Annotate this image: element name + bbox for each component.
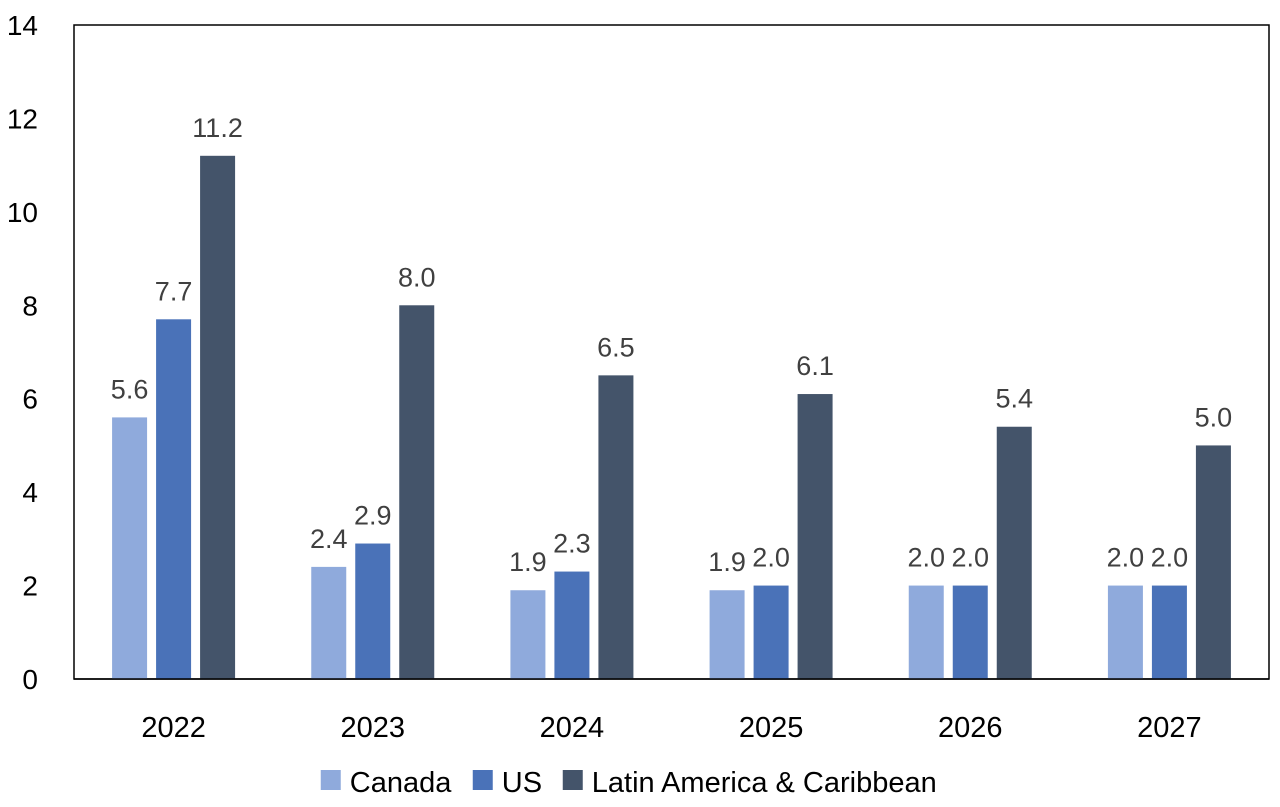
- x-tick-label: 2026: [938, 712, 1003, 744]
- x-axis-ticks: 2022 2023 2024 2025 2026 2027: [141, 712, 1201, 744]
- bar-us-2022: [156, 319, 192, 679]
- bar-latin-america-caribbean-2022: [200, 155, 236, 680]
- y-tick-label: 4: [22, 477, 38, 508]
- bar-us-2026: [952, 585, 988, 679]
- data-label: 5.4: [995, 384, 1033, 414]
- bar-us-2025: [753, 585, 789, 679]
- bar-canada-2024: [510, 590, 546, 679]
- data-label: 2.0: [1107, 543, 1145, 573]
- data-label: 2.4: [310, 524, 348, 554]
- data-labels: 5.67.711.22.42.98.01.92.36.51.9 2.06.12.0…: [111, 113, 1232, 577]
- bar-us-2023: [355, 543, 391, 679]
- x-tick-label: 2027: [1137, 712, 1202, 744]
- data-label: 2.9: [354, 501, 392, 531]
- x-tick-label: 2023: [340, 712, 405, 744]
- data-label: 2.0: [907, 543, 945, 573]
- y-tick-label: 14: [7, 10, 38, 41]
- legend-swatch: [472, 770, 493, 790]
- data-label: 1.9: [509, 547, 547, 577]
- data-label: 2.0: [752, 543, 790, 573]
- y-tick-label: 10: [7, 197, 38, 228]
- y-tick-label: 12: [7, 103, 38, 134]
- data-label: 7.7: [155, 276, 193, 306]
- x-tick-label: 2025: [739, 712, 804, 744]
- data-label: 2.0: [1151, 543, 1189, 573]
- bar-latin-america-caribbean-2025: [797, 394, 833, 679]
- y-tick-label: 2: [22, 571, 38, 602]
- bar-latin-america-caribbean-2027: [1195, 445, 1231, 679]
- bars: [112, 155, 1231, 680]
- legend-label: Canada: [350, 767, 452, 799]
- data-label: 11.2: [192, 113, 243, 143]
- data-label: 6.5: [597, 332, 635, 362]
- bar-canada-2023: [311, 566, 347, 679]
- data-label: 6.1: [796, 351, 834, 381]
- data-label: 2.3: [553, 529, 591, 559]
- bar-latin-america-caribbean-2023: [399, 305, 435, 679]
- legend-label: US: [502, 767, 542, 799]
- legend-label: Latin America & Caribbean: [592, 767, 937, 799]
- y-tick-label: 0: [22, 664, 38, 695]
- y-axis-ticks: 0 2 4 6 8 10 12 14: [7, 10, 38, 695]
- data-label: 1.9: [708, 547, 746, 577]
- data-label: 5.6: [111, 374, 149, 404]
- bar-canada-2025: [709, 590, 745, 679]
- bar-latin-america-caribbean-2024: [598, 375, 634, 679]
- y-tick-label: 6: [22, 384, 38, 415]
- data-label: 2.0: [951, 543, 989, 573]
- bar-canada-2027: [1107, 585, 1143, 679]
- legend: Canada US Latin America & Caribbean: [320, 767, 937, 799]
- legend-swatch: [320, 770, 341, 790]
- bar-canada-2022: [112, 417, 148, 679]
- y-tick-label: 8: [22, 290, 38, 321]
- x-tick-label: 2022: [141, 712, 206, 744]
- data-label: 8.0: [398, 262, 436, 292]
- bar-us-2024: [554, 571, 590, 679]
- bar-latin-america-caribbean-2026: [996, 426, 1032, 679]
- data-label: 5.0: [1195, 402, 1233, 432]
- x-tick-label: 2024: [540, 712, 605, 744]
- bar-us-2027: [1151, 585, 1187, 679]
- bar-canada-2026: [908, 585, 944, 679]
- plot-area-frame: [73, 24, 1270, 680]
- legend-swatch: [562, 770, 583, 790]
